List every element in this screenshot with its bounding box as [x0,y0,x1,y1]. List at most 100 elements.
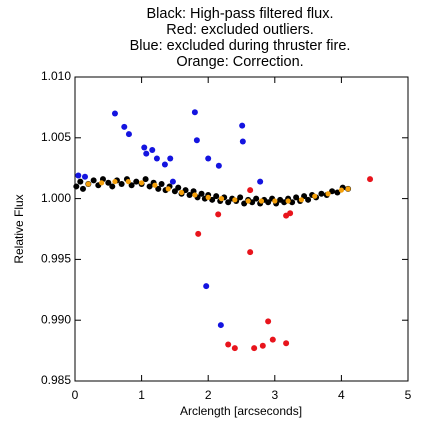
point [209,196,216,203]
point [167,155,174,162]
point [287,210,294,217]
point [175,184,182,191]
point [155,185,162,192]
point [239,122,246,129]
point [125,131,132,138]
point [182,187,189,194]
point [192,192,198,198]
point [112,178,118,185]
chart-title: Blue: excluded during thruster fire. [130,38,351,54]
point [81,173,88,180]
point [141,144,148,151]
point [247,249,254,256]
chart-title: Orange: Correction. [176,54,303,70]
point [128,182,135,189]
point [205,194,211,200]
chart-title: Black: High-pass filtered flux. [147,6,334,22]
point [195,230,202,237]
point [121,123,128,130]
point [239,138,246,145]
point [165,186,171,192]
point [109,183,116,190]
point [85,181,91,187]
point [139,180,145,186]
point [191,109,198,116]
point [305,196,312,203]
point [265,199,272,206]
x-tick-label: 1 [138,388,145,402]
point [334,189,341,196]
point [225,199,232,206]
point [203,283,210,290]
point [153,155,160,162]
x-axis-label: Arclength [arcseconds] [180,404,302,418]
point [257,178,264,185]
point [245,198,251,204]
point [133,178,140,185]
point [158,181,165,188]
y-tick-label: 0.995 [41,252,71,266]
point [73,183,80,190]
y-axis-label: Relative Flux [12,194,26,263]
point [193,137,200,144]
point [293,194,300,201]
point [149,146,156,153]
point [259,342,266,349]
point [77,178,84,185]
point [142,176,149,183]
point [118,181,125,188]
point [241,200,248,207]
point [146,183,153,190]
point [186,191,193,198]
point [265,318,272,325]
x-tick-label: 5 [405,388,412,402]
point [79,185,86,192]
point [111,110,118,117]
point [75,172,82,179]
point [285,198,291,204]
point [169,178,176,185]
point [99,180,105,186]
point [205,155,212,162]
point [231,345,238,352]
point [90,177,97,184]
point [269,336,276,343]
point [329,188,336,195]
y-tick-label: 1.000 [41,191,71,205]
point [318,190,325,197]
point [283,340,290,347]
point [125,178,131,185]
point [258,198,265,204]
point [143,150,150,157]
point [215,211,222,218]
point [325,191,331,197]
point [251,345,258,352]
point [215,162,222,169]
point [312,193,318,199]
point [152,182,158,188]
point [345,186,351,192]
point [217,322,224,329]
point [367,176,374,183]
y-tick-label: 0.990 [41,312,71,326]
x-tick-label: 3 [271,388,278,402]
point [105,179,112,186]
point [338,187,344,193]
point [218,196,225,202]
point [225,341,232,348]
point [161,161,168,168]
point [247,187,254,194]
x-tick-label: 2 [205,388,212,402]
point [298,197,305,203]
y-tick-label: 0.985 [41,373,71,387]
point [198,190,205,197]
point [272,198,278,204]
plot-frame [74,76,409,382]
point [178,189,185,196]
x-tick-label: 0 [72,388,79,402]
point [213,193,220,200]
point [253,195,260,202]
y-tick-label: 1.010 [41,69,71,83]
point [232,197,238,203]
